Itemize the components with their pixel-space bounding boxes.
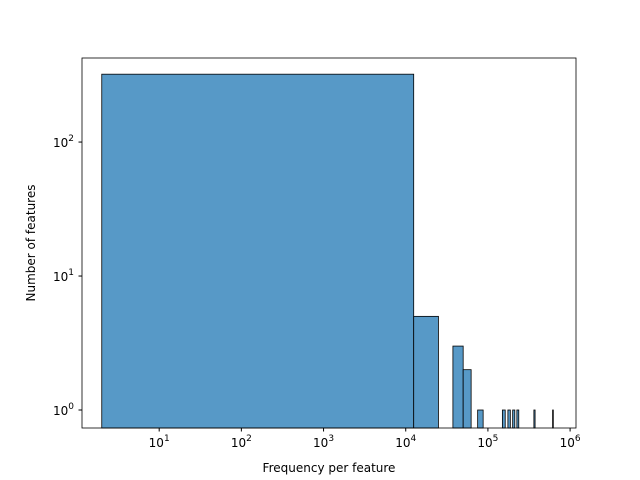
bar [552,409,554,429]
bar [477,409,484,429]
x-tick-label: 102 [231,434,252,450]
y-axis-label: Number of features [24,185,38,302]
y-tick-label: 100 [53,402,74,418]
x-axis-label: Frequency per feature [263,461,396,475]
bar [501,409,506,429]
bar [533,409,536,429]
y-tick-label: 102 [53,134,74,150]
bar [516,409,520,429]
bar [413,315,439,429]
bar [512,409,516,429]
axes-frame [81,57,577,429]
x-tick-label: 106 [560,434,581,450]
y-tick-label: 101 [53,268,74,284]
bar [507,409,511,429]
x-tick-label: 101 [149,434,170,450]
x-tick-label: 105 [477,434,498,450]
x-tick-label: 103 [313,434,334,450]
plot-area [101,73,554,429]
bar [452,345,464,429]
bar [462,369,472,429]
bar [101,73,415,429]
x-tick-label: 104 [395,434,416,450]
